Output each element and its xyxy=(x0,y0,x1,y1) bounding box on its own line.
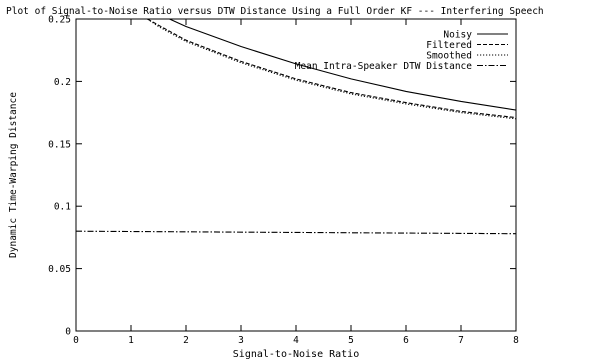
x-tick-label: 2 xyxy=(183,335,189,346)
x-tick-label: 0 xyxy=(73,335,79,346)
series-layer xyxy=(75,18,517,235)
y-tick-label: 0.15 xyxy=(48,139,71,150)
x-axis: 0 1 2 3 4 5 6 7 8 xyxy=(73,19,519,346)
series-line-noisy xyxy=(169,18,517,111)
x-tick-label: 6 xyxy=(403,335,409,346)
x-tick-label: 4 xyxy=(293,335,299,346)
y-tick-label: 0.1 xyxy=(54,202,71,213)
x-tick-label: 5 xyxy=(348,335,354,346)
y-tick-label: 0.05 xyxy=(48,264,71,275)
legend-label: Noisy xyxy=(443,30,472,41)
series-line-mean-intra-speaker-dtw-distance xyxy=(75,230,517,235)
y-tick-label: 0 xyxy=(65,327,71,338)
x-tick-label: 1 xyxy=(128,335,134,346)
x-axis-label: Signal-to-Noise Ratio xyxy=(233,349,359,360)
x-tick-label: 8 xyxy=(513,335,519,346)
x-tick-label: 7 xyxy=(458,335,464,346)
x-tick-label: 3 xyxy=(238,335,244,346)
y-tick-label: 0.25 xyxy=(48,15,71,26)
y-tick-label: 0.2 xyxy=(54,77,71,88)
chart-title: Plot of Signal-to-Noise Ratio versus DTW… xyxy=(6,6,544,17)
y-axis: 0 0.05 0.1 0.15 0.2 0.25 xyxy=(48,15,516,338)
legend-label: Mean Intra-Speaker DTW Distance xyxy=(295,61,473,72)
legend-label: Smoothed xyxy=(426,51,472,62)
y-axis-label: Dynamic Time-Warping Distance xyxy=(8,92,19,258)
legend-label: Filtered xyxy=(426,40,472,51)
